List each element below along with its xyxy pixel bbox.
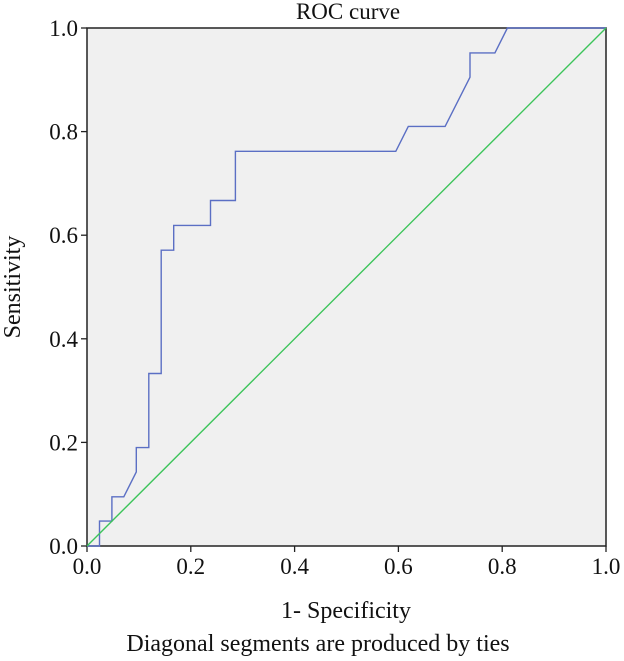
y-tick-label: 0.4	[49, 327, 78, 352]
x-tick-label: 1.0	[592, 554, 621, 579]
x-tick-label: 0.8	[488, 554, 517, 579]
x-tick-label: 0.4	[280, 554, 309, 579]
x-tick-label: 0.0	[73, 554, 102, 579]
y-axis-label: Sensitivity	[0, 236, 26, 339]
y-tick-label: 0.6	[49, 223, 78, 248]
series-lines	[86, 27, 607, 547]
footnote: Diagonal segments are produced by ties	[126, 631, 509, 657]
y-tick-label: 0.2	[49, 430, 78, 455]
y-tick-label: 0.8	[49, 120, 78, 145]
reference-diagonal-line	[86, 27, 607, 547]
chart-title: ROC curve	[296, 0, 400, 24]
x-tick-label: 0.6	[384, 554, 413, 579]
y-tick-label: 0.0	[49, 534, 78, 559]
axis-ticks: 0.0 0.2 0.4 0.6 0.8 1.0 0.0 0.2 0.4 0.6 0.8 1.0	[49, 16, 620, 579]
x-axis-label: 1- Specificity	[281, 598, 411, 624]
roc-curve-line	[87, 27, 606, 547]
x-tick-label: 0.2	[176, 554, 205, 579]
y-tick-label: 1.0	[49, 16, 78, 41]
